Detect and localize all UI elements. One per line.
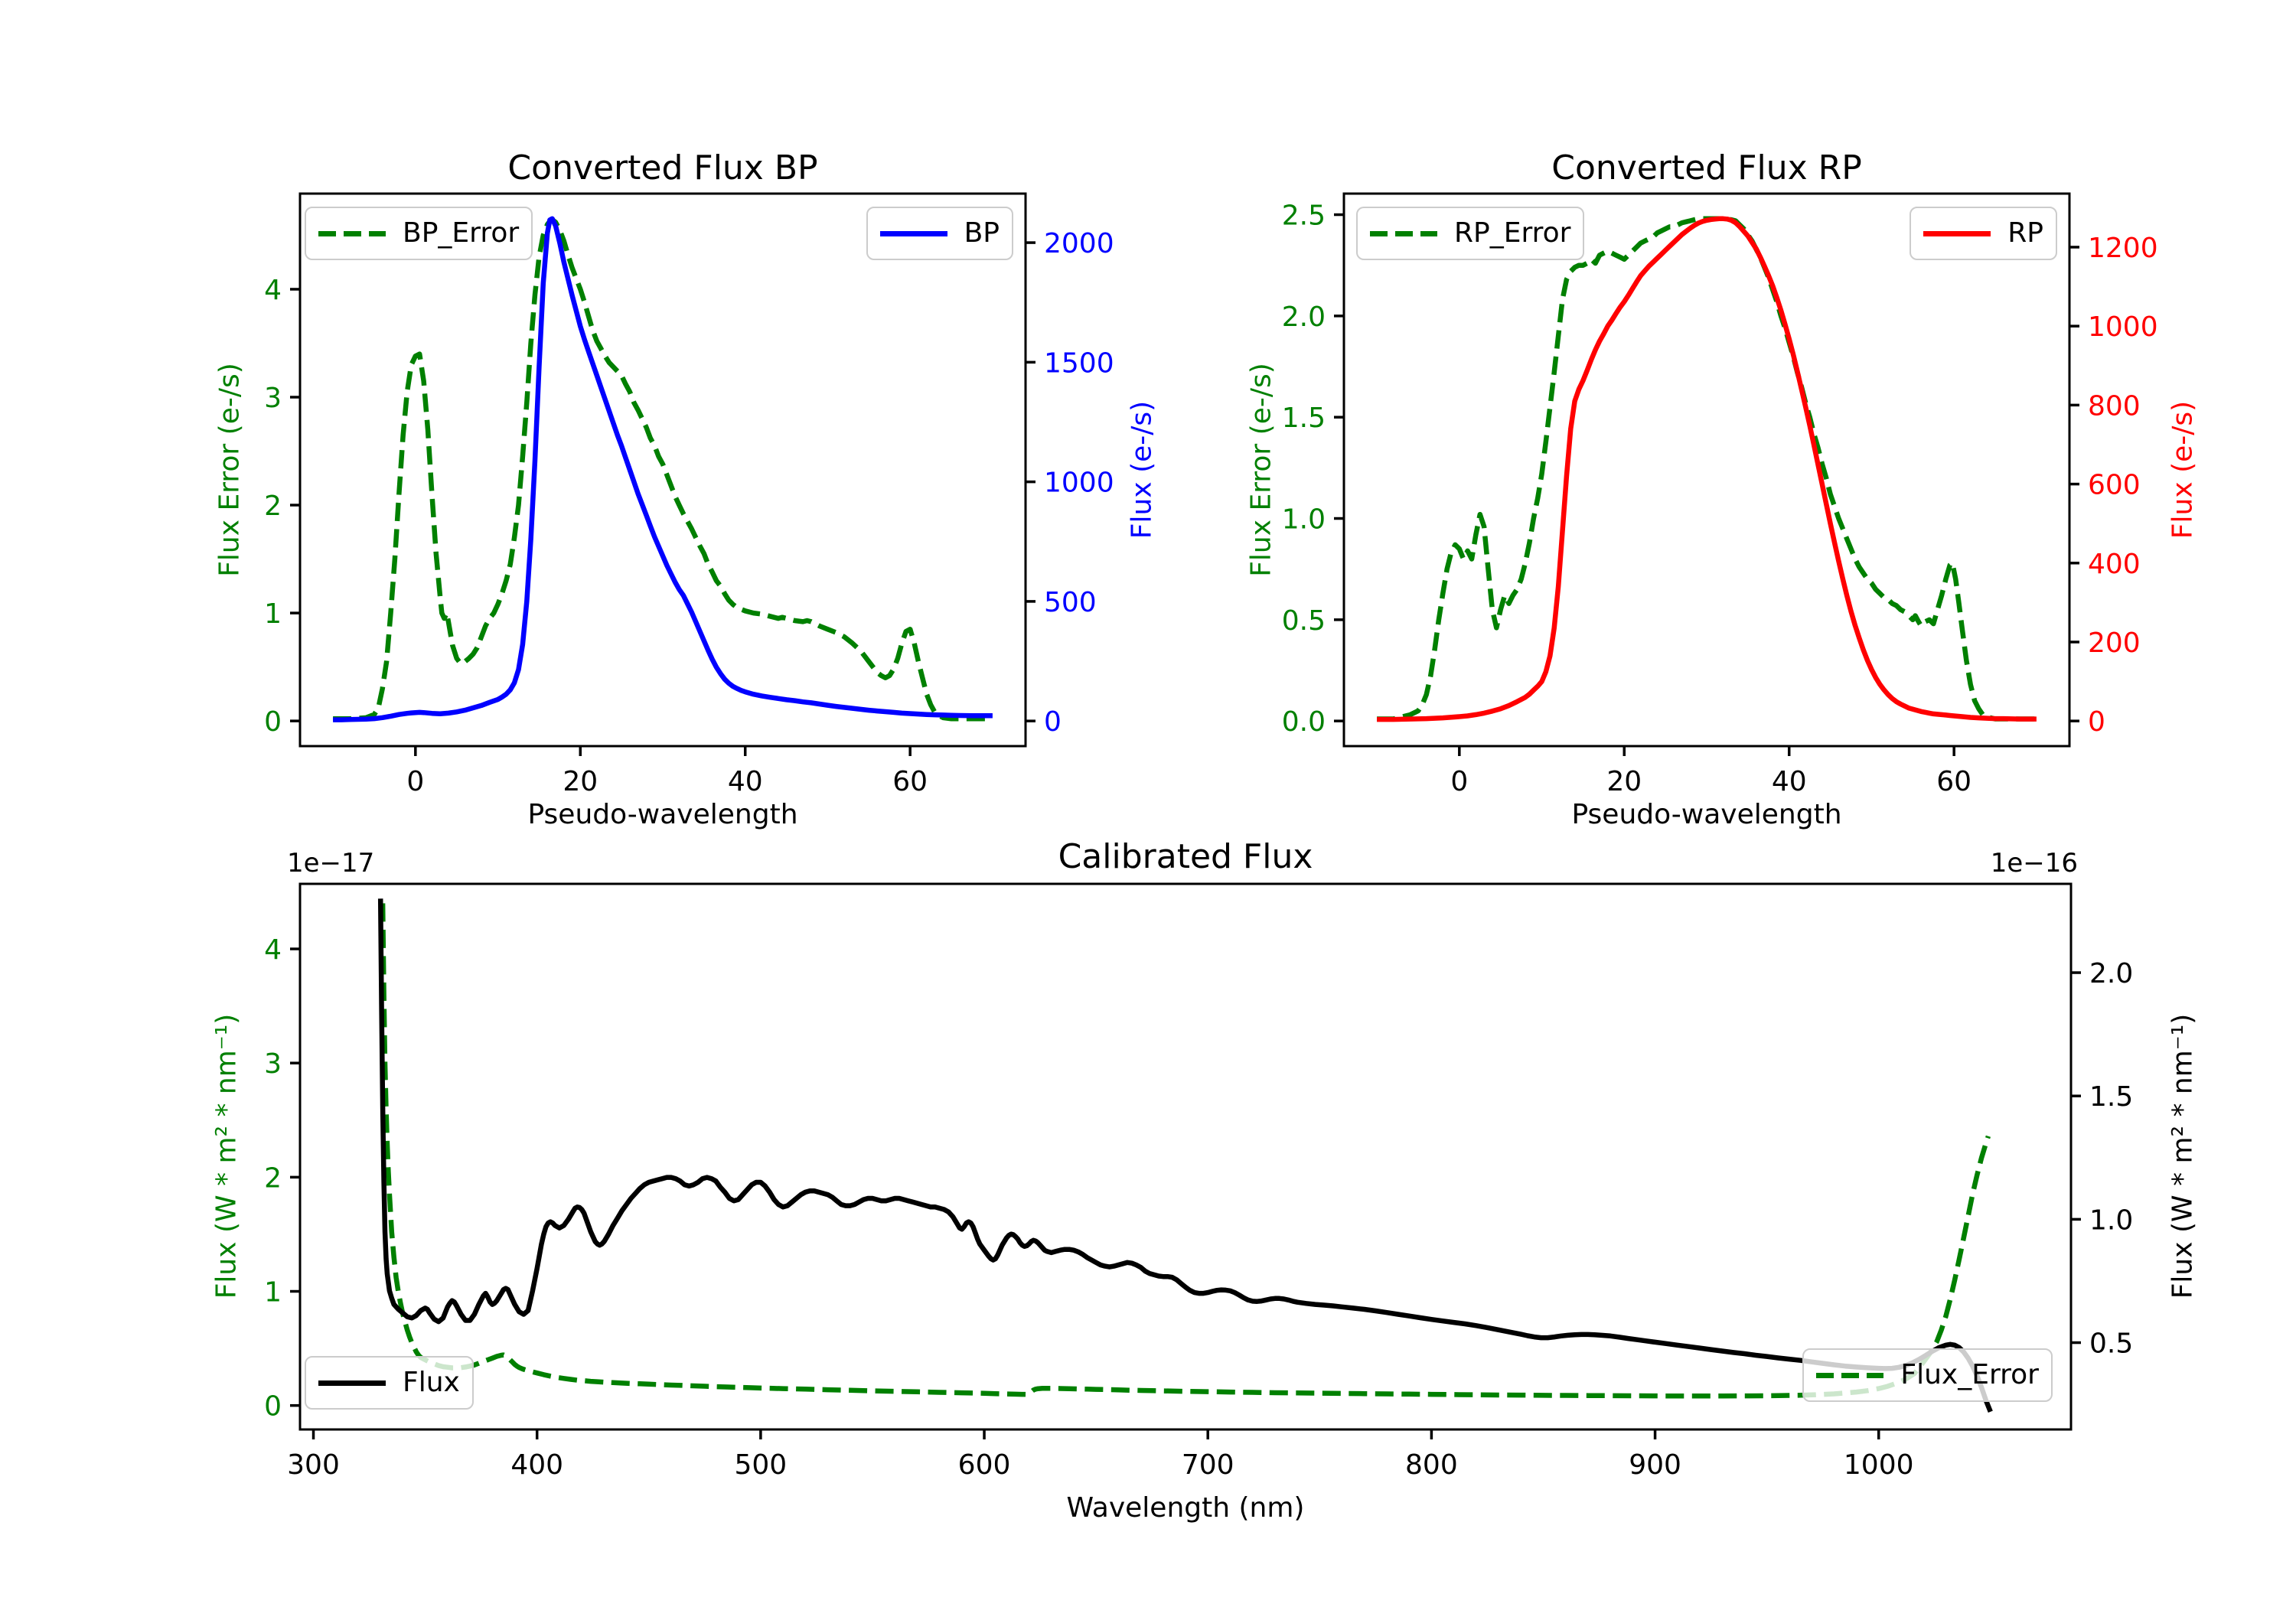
series-RP_Error [1377,216,2037,722]
calibrated-plot-area [377,898,1993,1413]
calibrated-x-tick-label: 800 [1405,1449,1458,1481]
rp-legend: RP [1910,207,2057,260]
rp-left-tick-label: 2.5 [1282,200,1326,232]
bp-left-ylabel: Flux Error (e-/s) [214,363,246,577]
flux-error-legend: Flux_Error [1802,1348,2053,1402]
rp-ticks: 0 20 40 60 0.0 0.5 1.0 1.5 2.0 2.5 0 200 400 600 800 10… [1282,200,2158,797]
calibrated-x-tick-label: 600 [958,1449,1011,1481]
series-BP_Error [333,217,993,722]
rp-legend-line-icon [1923,230,1991,236]
bp-axes-frame [298,192,1027,748]
bp-right-tick-label: 0 [1044,706,1062,738]
calibrated-right-tick-label: 1.0 [2089,1204,2133,1236]
calibrated-left-ylabel: Flux (W * m² * nm⁻¹) [210,1013,243,1299]
calibrated-left-offset-text: 1e−17 [287,848,375,878]
calibrated-right-ylabel: Flux (W * m² * nm⁻¹) [2167,1013,2199,1299]
rp-right-tick-label: 1200 [2088,233,2158,264]
bp-right-ylabel: Flux (e-/s) [1126,400,1158,539]
rp-xlabel: Pseudo-wavelength [1571,799,1842,830]
rp-x-tick-label: 40 [1772,766,1807,797]
bp-left-tick-label: 1 [264,598,282,630]
calibrated-axes-frame [298,882,2073,1431]
rp-x-tick-label: 20 [1606,766,1642,797]
calibrated-right-offset-text: 1e−16 [1990,848,2078,878]
calibrated-x-tick-label: 400 [510,1449,563,1481]
flux-error-legend-line-icon [1816,1372,1884,1378]
calibrated-ticks: 300 400 500 600 700 800 900 1000 0 1 2 3 4 0.5 1.0 1.5 2… [264,934,2133,1481]
series-Flux [377,898,1993,1413]
calibrated-x-tick-label: 500 [735,1449,788,1481]
calibrated-x-tick-label: 1000 [1844,1449,1914,1481]
bp-left-tick-label: 4 [264,275,282,306]
rp-error-legend-line-icon [1370,230,1437,236]
bp-title: Converted Flux BP [507,148,818,187]
rp-right-tick-label: 600 [2088,470,2141,501]
rp-right-tick-label: 200 [2088,627,2141,659]
rp-left-tick-label: 1.0 [1282,504,1326,536]
bp-right-tick-label: 1000 [1044,468,1114,499]
rp-left-tick-label: 0.0 [1282,706,1326,738]
bp-error-legend: BP_Error [305,207,533,260]
rp-left-tick-label: 0.5 [1282,605,1326,637]
rp-right-tick-label: 0 [2088,706,2105,738]
calibrated-left-tick-label: 2 [264,1162,282,1194]
bp-x-tick-label: 60 [892,766,928,797]
rp-legend-label: RP [2007,217,2043,249]
calibrated-left-tick-label: 1 [264,1277,282,1309]
bp-legend-line-icon [879,230,947,236]
bp-right-tick-label: 2000 [1044,228,1114,259]
bp-error-legend-line-icon [318,230,386,236]
bp-left-tick-label: 2 [264,491,282,522]
calibrated-x-tick-label: 300 [287,1449,340,1481]
flux-legend-label: Flux [403,1367,460,1398]
series-RP [1377,216,2037,722]
calibrated-xlabel: Wavelength (nm) [1066,1492,1305,1524]
flux-error-legend-label: Flux_Error [1900,1359,2039,1390]
bp-x-tick-label: 0 [406,766,424,797]
rp-right-ylabel: Flux (e-/s) [2167,400,2199,539]
calibrated-right-tick-label: 1.5 [2089,1081,2133,1113]
bp-x-tick-label: 20 [563,766,598,797]
calibrated-left-tick-label: 0 [264,1391,282,1423]
rp-right-tick-label: 800 [2088,390,2141,422]
calibrated-left-tick-label: 3 [264,1048,282,1080]
bp-left-tick-label: 3 [264,383,282,414]
rp-error-legend-label: RP_Error [1454,217,1571,249]
bp-xlabel: Pseudo-wavelength [527,799,798,830]
bp-legend: BP [866,207,1013,260]
bp-error-legend-label: BP_Error [403,217,520,249]
rp-error-legend: RP_Error [1356,207,1585,260]
rp-left-tick-label: 1.5 [1282,403,1326,434]
rp-title: Converted Flux RP [1551,148,1862,187]
rp-x-tick-label: 60 [1936,766,1971,797]
calibrated-right-tick-label: 0.5 [2089,1328,2133,1360]
bp-left-tick-label: 0 [264,706,282,738]
bp-right-tick-label: 500 [1044,587,1097,618]
rp-right-tick-label: 400 [2088,549,2141,580]
rp-left-ylabel: Flux Error (e-/s) [1245,363,1277,577]
flux-legend-line-icon [318,1380,386,1386]
rp-x-tick-label: 0 [1450,766,1468,797]
rp-axes-frame [1342,192,2071,748]
calibrated-x-tick-label: 900 [1629,1449,1681,1481]
calibrated-x-tick-label: 700 [1182,1449,1234,1481]
rp-left-tick-label: 2.0 [1282,302,1326,333]
calibrated-title: Calibrated Flux [1058,837,1313,876]
calibrated-left-tick-label: 4 [264,934,282,966]
flux-legend: Flux [305,1356,474,1410]
bp-x-tick-label: 40 [728,766,763,797]
rp-plot-area [1377,216,2037,722]
calibrated-right-tick-label: 2.0 [2089,958,2133,989]
series-BP [333,216,993,722]
bp-plot-area [333,216,993,722]
bp-right-tick-label: 1500 [1044,347,1114,379]
rp-right-tick-label: 1000 [2088,311,2158,343]
series-Flux_Error [380,903,1991,1399]
bp-legend-label: BP [964,217,1000,249]
